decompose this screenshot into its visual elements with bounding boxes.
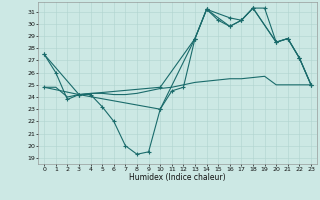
X-axis label: Humidex (Indice chaleur): Humidex (Indice chaleur) (129, 173, 226, 182)
